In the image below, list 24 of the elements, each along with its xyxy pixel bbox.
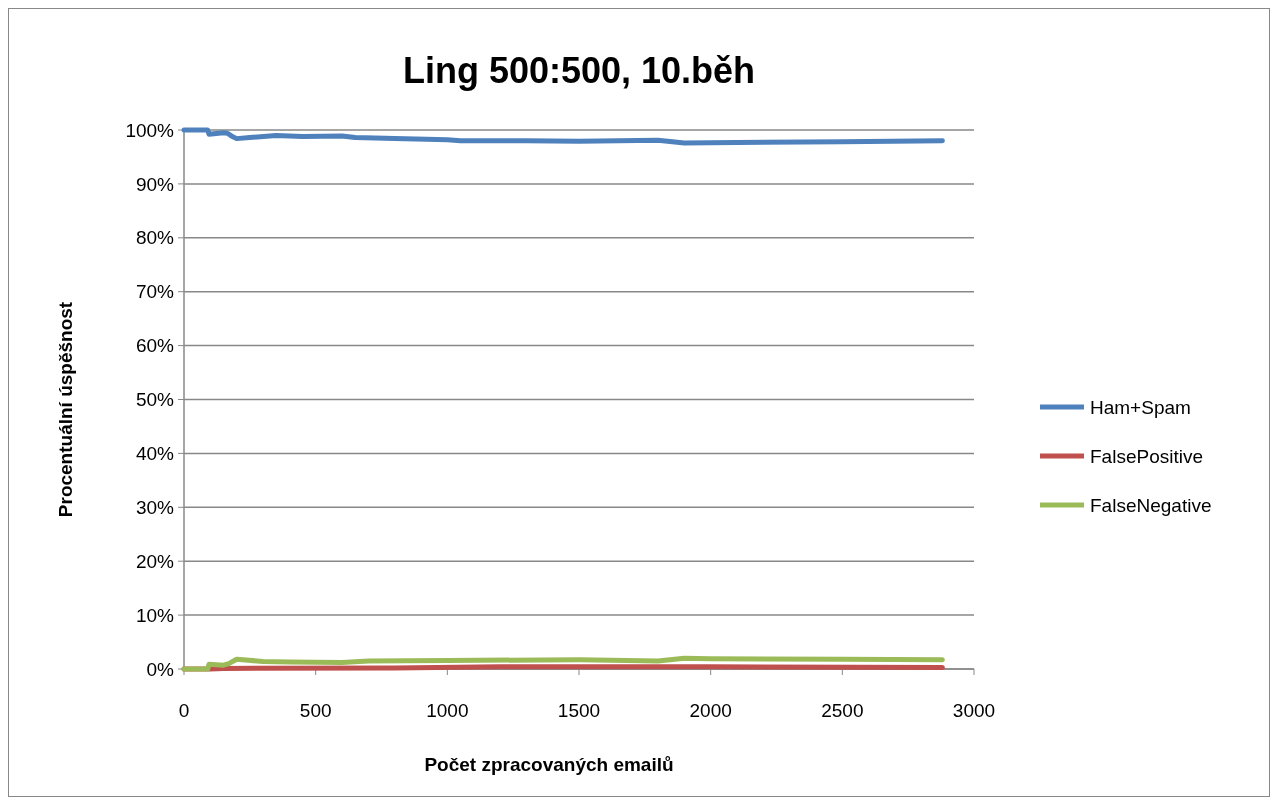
x-tick-label: 0	[178, 700, 190, 721]
x-tick-label: 500	[299, 700, 332, 721]
y-tick-label: 70%	[135, 281, 175, 303]
y-tick-label: 90%	[135, 173, 175, 195]
y-tick-label: 0%	[146, 658, 175, 680]
legend-label: FalseNegative	[1090, 494, 1212, 516]
y-tick-label: 10%	[135, 604, 175, 626]
y-tick-label: 50%	[135, 389, 175, 411]
x-axis-title: Počet zpracovaných emailů	[424, 754, 674, 775]
legend-label: FalsePositive	[1090, 445, 1203, 467]
y-tick-label: 80%	[135, 227, 175, 249]
x-tick-label: 2500	[821, 700, 864, 721]
y-tick-label: 100%	[125, 119, 175, 141]
y-tick-label: 20%	[135, 550, 175, 572]
y-axis-title: Procentuální úspěšnost	[55, 301, 76, 518]
x-tick-label: 1500	[557, 700, 601, 721]
chart-title: Ling 500:500, 10.běh	[402, 50, 756, 91]
x-tick-label: 2000	[689, 700, 732, 721]
y-tick-label: 30%	[135, 496, 175, 518]
x-tick-label: 1000	[426, 700, 469, 721]
x-tick-label: 3000	[952, 700, 996, 721]
legend-label: Ham+Spam	[1090, 396, 1191, 418]
y-tick-label: 40%	[135, 443, 175, 465]
y-tick-label: 60%	[135, 335, 175, 357]
